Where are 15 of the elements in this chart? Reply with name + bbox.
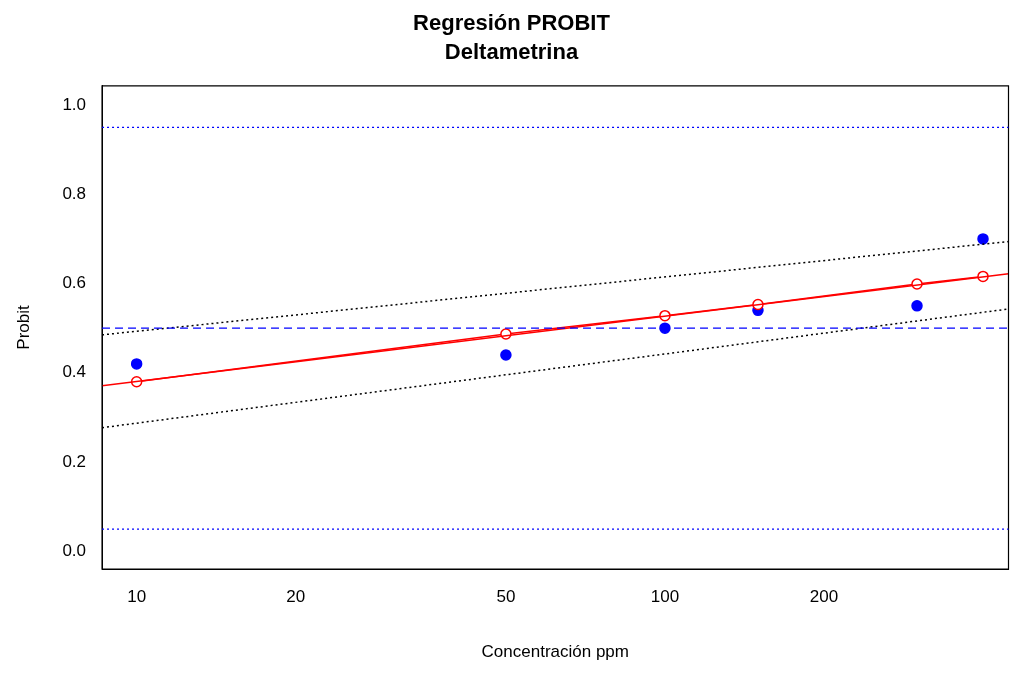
chart-subtitle: Deltametrina (444, 38, 579, 64)
x-tick-label: 200 (809, 587, 839, 607)
y-tick-label: 0.6 (62, 273, 87, 293)
x-tick-label: 20 (286, 587, 306, 607)
y-tick-label: 0.0 (62, 541, 87, 561)
x-tick-label: 100 (650, 587, 680, 607)
y-tick-label: 0.2 (62, 451, 87, 471)
chart-title: Regresión PROBIT (413, 10, 611, 36)
y-tick-label: 0.4 (62, 362, 87, 382)
x-axis-title: Concentración ppm (481, 642, 629, 662)
y-tick-label: 1.0 (62, 94, 87, 114)
y-axis-title: Probit (13, 305, 33, 350)
x-tick-label: 10 (127, 587, 147, 607)
x-tick-label: 50 (496, 587, 516, 607)
y-tick-label: 0.8 (62, 183, 87, 203)
